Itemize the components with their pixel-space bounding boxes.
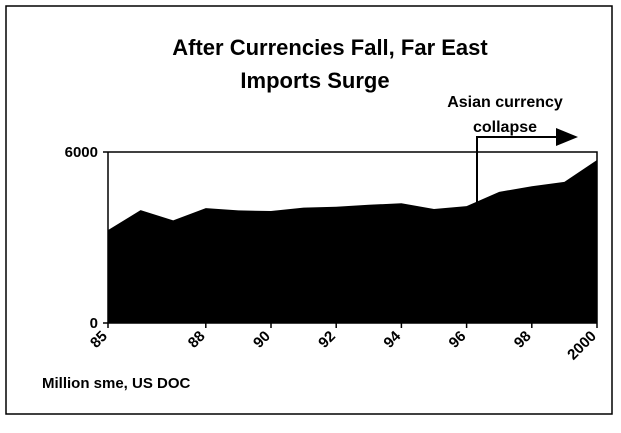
area xyxy=(108,159,597,323)
annotation: collapse xyxy=(473,119,537,136)
annotation: Asian currency xyxy=(447,94,563,111)
frame xyxy=(5,5,613,415)
chart-title: After Currencies Fall, Far East xyxy=(172,35,488,60)
x-tick-label: 94 xyxy=(380,327,404,351)
x-tick-label: 90 xyxy=(250,328,274,352)
y-tick-label: 6000 xyxy=(65,144,98,161)
plot-border xyxy=(108,151,598,323)
x-tick-label: 2000 xyxy=(564,328,600,364)
chart-title: Imports Surge xyxy=(240,68,389,93)
x-tick-label: 96 xyxy=(446,328,470,352)
annotation-arrow xyxy=(476,136,560,230)
x-tick-label: 92 xyxy=(315,328,339,352)
x-tick-label: 98 xyxy=(511,328,535,352)
x-tick-label: 88 xyxy=(185,328,209,352)
y-tick-label: 0 xyxy=(90,315,98,332)
arrow-head xyxy=(556,128,578,146)
source: Million sme, US DOC xyxy=(42,375,191,392)
